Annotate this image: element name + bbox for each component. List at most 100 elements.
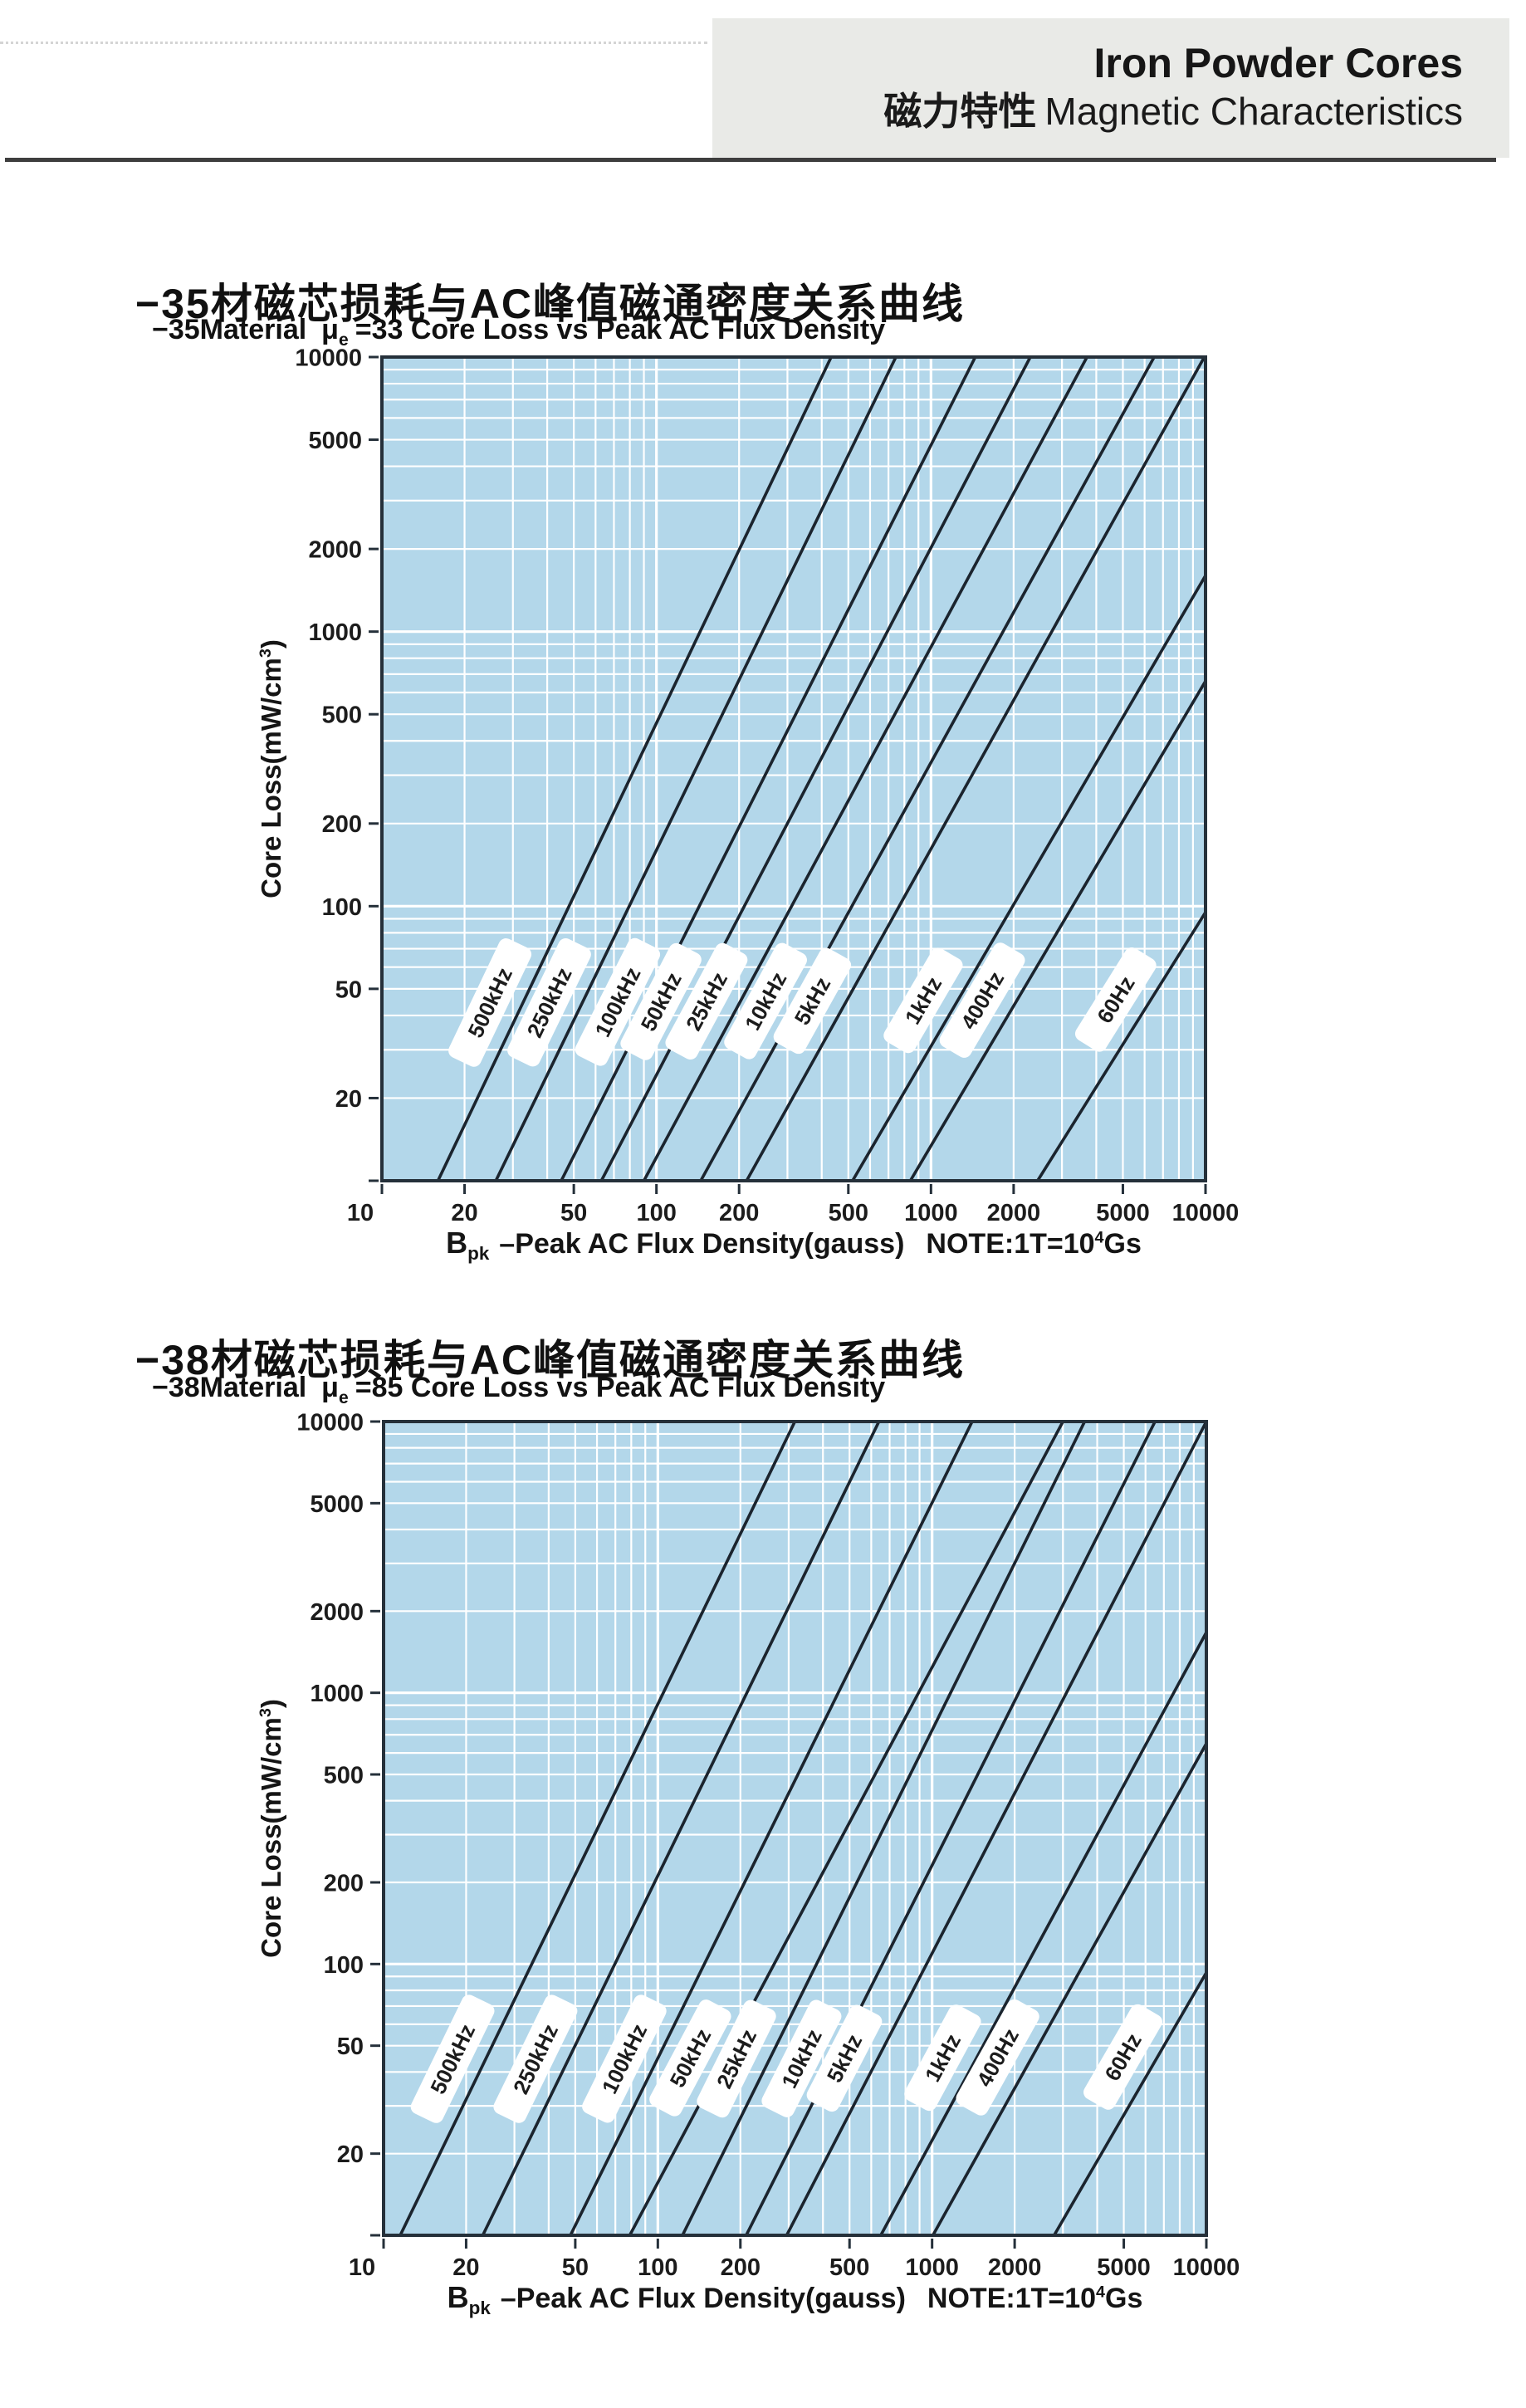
y-tick-label: 50 — [335, 976, 362, 1003]
curve-label-patch — [448, 938, 532, 1067]
chart2-subtitle-prefix: −38Material — [152, 1372, 307, 1403]
x-tick-label: 500 — [829, 1200, 868, 1226]
header-block: Iron Powder Cores 磁力特性 Magnetic Character… — [712, 18, 1509, 158]
curve-250kHz — [481, 1422, 881, 2235]
curve-label-400Hz: 400Hz — [956, 1999, 1039, 2116]
chart2-subtitle-eq: =85 Core Loss vs Peak AC Flux Density — [355, 1372, 886, 1403]
chart2-y-axis-title: Core Loss(mW/cm3) — [256, 1699, 287, 1958]
curve-10kHz — [699, 357, 1156, 1181]
y-tick-label: 1000 — [308, 619, 362, 646]
curve-60Hz — [1053, 1971, 1206, 2235]
y-tick-label: 500 — [324, 1762, 364, 1789]
chart1-y-axis-title: Core Loss(mW/cm3) — [256, 639, 287, 898]
x-tick-label: 10000 — [1173, 2254, 1240, 2281]
curve-label-patch — [956, 1999, 1039, 2116]
mu-symbol: μ — [321, 314, 339, 345]
curves — [399, 1422, 1206, 2235]
y-tick-label: 200 — [324, 1870, 364, 1897]
page-subtitle-cjk: 磁力特性 — [883, 90, 1037, 133]
y-tick-label: 5000 — [310, 1491, 364, 1518]
x-tick-label: 10000 — [1172, 1200, 1240, 1226]
curve-label-patch — [939, 942, 1025, 1058]
curve-60Hz — [1036, 911, 1206, 1181]
curve-label-patch — [620, 942, 702, 1060]
curve-label-patch — [665, 942, 748, 1060]
x-tick-label: 1000 — [904, 1200, 958, 1226]
curve-1kHz — [851, 575, 1206, 1181]
x-tick-label: 200 — [721, 2254, 761, 2281]
y-tick-label: 2000 — [310, 1599, 364, 1626]
x-axis-note-sup: 4 — [1094, 1228, 1104, 1247]
curve-25kHz — [642, 357, 1088, 1181]
x-axis-note-suffix: Gs — [1105, 2283, 1143, 2314]
perforation-line — [0, 42, 707, 44]
plot-background — [382, 357, 1206, 1181]
x-axis-note-suffix: Gs — [1103, 1228, 1142, 1260]
page-subtitle: 磁力特性 Magnetic Characteristics — [712, 88, 1463, 135]
y-tick-label: 50 — [337, 2034, 364, 2060]
curve-label-1kHz: 1kHz — [904, 2004, 981, 2112]
x-tick-label: 200 — [719, 1200, 759, 1226]
y-tick-label: 500 — [322, 702, 362, 729]
b-symbol-sub: pk — [468, 2297, 491, 2318]
curve-label-patch — [773, 947, 852, 1055]
curve-label-patch — [806, 2004, 883, 2112]
x-axis-note-sup: 4 — [1096, 2283, 1106, 2302]
x-tick-label: 1000 — [905, 2254, 959, 2281]
y-tick-label: 100 — [324, 1952, 364, 1979]
curve-label-patch — [761, 1999, 842, 2117]
x-axis-title-text: –Peak AC Flux Density(gauss) — [499, 1228, 905, 1260]
curve-400Hz — [932, 1742, 1206, 2235]
b-symbol: B — [447, 2280, 469, 2314]
curve-label-patch — [575, 937, 661, 1066]
curve-label-patch — [493, 1994, 578, 2123]
mu-symbol: μ — [321, 1372, 339, 1403]
curve-label-25kHz: 25kHz — [665, 942, 748, 1060]
x-axis-note: NOTE:1T=10 — [927, 2283, 1097, 2314]
x-tick-label: 50 — [560, 1200, 587, 1226]
chart2-title: −38材磁芯损耗与AC峰值磁通密度关系曲线 — [135, 1337, 966, 1383]
y-tick-label: 2000 — [308, 537, 362, 564]
x-tick-label: 20 — [452, 2254, 479, 2281]
curve-500kHz — [436, 357, 833, 1181]
plot-frame — [382, 1420, 1208, 2237]
curve-label-patch — [883, 947, 963, 1054]
chart1-subtitle-eq: =33 Core Loss vs Peak AC Flux Density — [355, 314, 886, 345]
x-tick-label: 50 — [562, 2254, 589, 2281]
plot-frame — [380, 355, 1207, 1182]
y-axis-title-sup: 3 — [257, 1708, 275, 1718]
y-tick-label: 5000 — [308, 428, 362, 454]
curve-label-patch — [507, 937, 591, 1067]
x-tick-label: 100 — [636, 1200, 676, 1226]
x-tick-label: 500 — [829, 2254, 869, 2281]
y-axis-title-text: Core Loss(mW/cm — [256, 1717, 286, 1958]
x-tick-label: 2000 — [987, 1200, 1041, 1226]
b-symbol: B — [446, 1226, 468, 1260]
b-symbol-sub: pk — [467, 1242, 490, 1264]
curve-label-patch — [1074, 947, 1157, 1052]
chart1-title: −35材磁芯损耗与AC峰值磁通密度关系曲线 — [135, 281, 966, 327]
page-title: Iron Powder Cores — [1093, 40, 1463, 86]
y-tick-label: 10000 — [296, 1409, 364, 1436]
chart1-x-axis-title: Bpk –Peak AC Flux Density(gauss) NOTE:1T=1… — [382, 1226, 1206, 1265]
chart2-subtitle: −38Material μe =85 Core Loss vs Peak AC Fl… — [152, 1372, 885, 1408]
curve-label-patch — [410, 1994, 495, 2123]
axis-ticks — [369, 355, 1207, 1194]
chart2-x-axis-title: Bpk –Peak AC Flux Density(gauss) NOTE:1T=1… — [384, 2280, 1206, 2319]
curve-label-patch — [724, 942, 807, 1060]
y-tick-label: 1000 — [310, 1681, 364, 1707]
curve-label-patch — [904, 2004, 981, 2112]
curve-100kHz — [569, 1422, 974, 2235]
curve-5kHz — [745, 357, 1206, 1181]
curve-1kHz — [879, 1632, 1206, 2235]
x-axis-title-text: –Peak AC Flux Density(gauss) — [500, 2283, 906, 2314]
x-tick-label: 10 — [349, 2254, 375, 2281]
y-tick-label: 20 — [335, 1086, 362, 1113]
x-tick-label: 10 — [347, 1200, 374, 1226]
x-tick-label: 5000 — [1096, 1200, 1150, 1226]
curve-25kHz — [681, 1422, 1087, 2235]
curve-500kHz — [399, 1422, 797, 2235]
x-axis-note: NOTE:1T=10 — [926, 1228, 1095, 1260]
header-rule — [5, 158, 1496, 162]
